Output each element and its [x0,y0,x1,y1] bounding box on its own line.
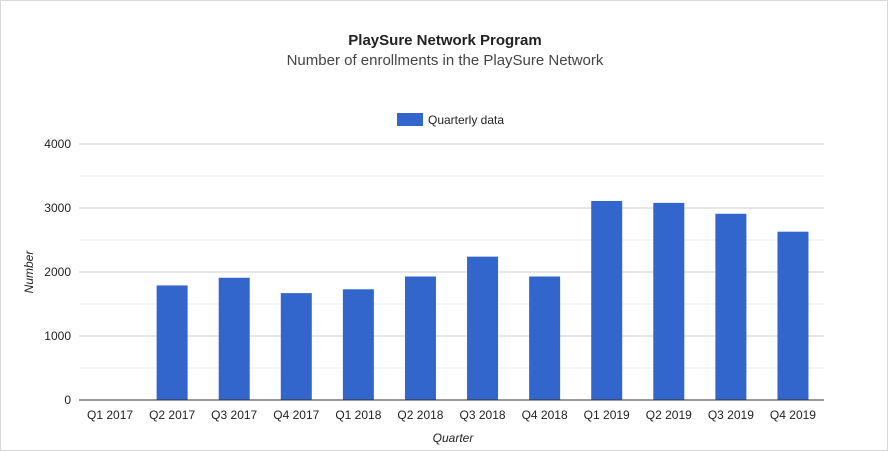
x-tick-label: Q2 2019 [646,408,692,422]
bar[interactable] [715,213,747,400]
x-tick-label: Q3 2018 [460,408,506,422]
chart-subtitle: Number of enrollments in the PlaySure Ne… [286,52,604,69]
legend[interactable]: Quarterly data [397,113,504,127]
x-tick-label: Q1 2017 [87,408,133,422]
x-tick-labels: Q1 2017 Q2 2017 Q3 2017 Q4 2017 Q1 2018 Q2 20… [87,408,816,422]
bar[interactable] [653,202,685,400]
bar[interactable] [404,276,436,400]
gridlines [79,143,824,369]
y-tick-label: 1000 [44,329,71,343]
x-tick-label: Q4 2017 [273,408,319,422]
x-axis-title: Quarter [433,431,475,445]
y-tick-label: 4000 [44,137,71,151]
bar[interactable] [156,285,188,400]
x-tick-label: Q1 2019 [584,408,630,422]
legend-swatch [397,113,423,126]
bar[interactable] [467,256,499,400]
chart-title: PlaySure Network Program [348,32,542,49]
bar[interactable] [591,200,623,400]
bar[interactable] [342,289,374,400]
y-tick-label: 3000 [44,201,71,215]
y-tick-label: 2000 [44,265,71,279]
bar[interactable] [777,231,809,400]
x-tick-label: Q2 2018 [397,408,443,422]
x-tick-label: Q3 2017 [211,408,257,422]
x-tick-label: Q2 2017 [149,408,195,422]
y-tick-label: 0 [64,393,71,407]
bar[interactable] [218,277,250,400]
y-axis-title: Number [22,250,36,294]
bar[interactable] [280,293,312,400]
x-tick-label: Q4 2019 [770,408,816,422]
legend-label: Quarterly data [428,113,504,127]
bars [156,200,809,400]
y-tick-labels: 0 1000 2000 3000 4000 [44,137,71,407]
x-tick-label: Q4 2018 [522,408,568,422]
x-tick-label: Q1 2018 [335,408,381,422]
x-tick-label: Q3 2019 [708,408,754,422]
bar[interactable] [529,276,561,400]
